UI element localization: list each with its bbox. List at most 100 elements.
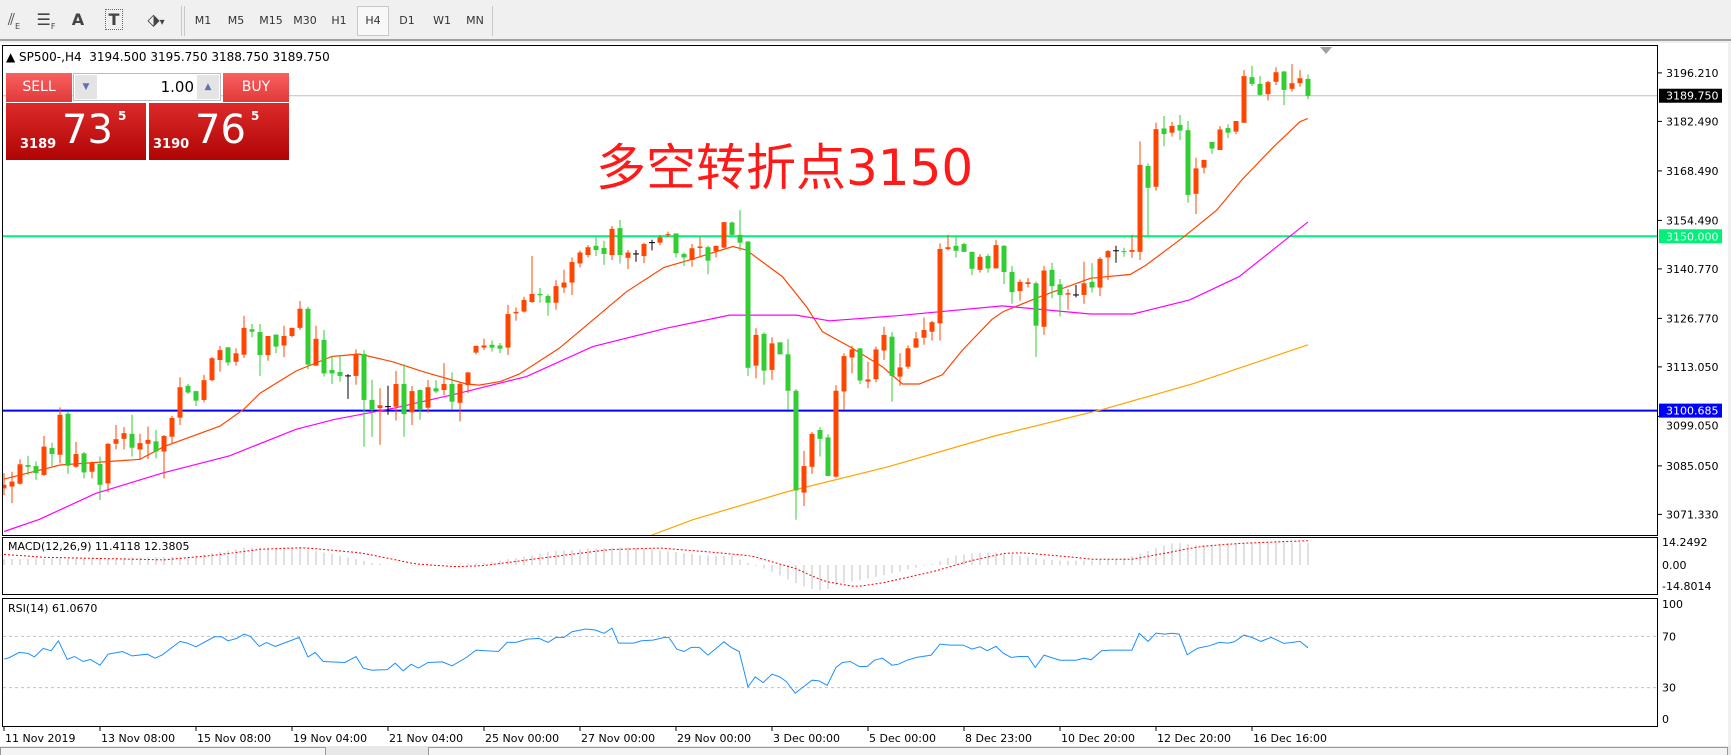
candle <box>433 380 439 394</box>
candle-body <box>601 247 607 254</box>
candle-body <box>689 248 695 260</box>
candle <box>1297 70 1303 87</box>
timeframe-m1[interactable]: M1 <box>194 14 212 27</box>
candle-body <box>833 390 839 477</box>
candle <box>105 443 111 493</box>
candle <box>361 350 367 447</box>
candle-body <box>993 245 999 269</box>
candle <box>777 342 783 355</box>
candle-body <box>201 380 207 400</box>
candle-body <box>1025 282 1031 284</box>
buy-price-big: 3190 <box>153 137 190 152</box>
candle <box>1185 121 1191 203</box>
candle <box>1257 76 1263 96</box>
moving-average-line-3 <box>651 344 1309 535</box>
candle-body <box>337 372 343 376</box>
candle-body <box>801 466 807 493</box>
candle-body <box>1121 251 1127 253</box>
candle-body <box>1257 83 1263 95</box>
chart-title: ▲ SP500-,H4 3194.500 3195.750 3188.750 3… <box>6 50 330 64</box>
timeframe-h1[interactable]: H1 <box>331 14 347 27</box>
y-tick-label: 3196.210 <box>1666 67 1719 80</box>
buy-button[interactable]: BUY <box>223 73 289 103</box>
candle <box>809 432 815 474</box>
candle <box>153 430 159 459</box>
candle <box>1129 234 1135 258</box>
candle <box>353 349 359 385</box>
candle-body <box>553 286 559 303</box>
y-tick-label: 3099.050 <box>1666 420 1719 433</box>
candle <box>561 269 567 293</box>
x-tick-label: 11 Nov 2019 <box>5 732 75 745</box>
volume-input[interactable]: 1.00 <box>160 78 194 96</box>
chart-shift-icon[interactable] <box>1320 47 1332 54</box>
timeframe-h4[interactable]: H4 <box>357 6 389 36</box>
equidistant-channel-icon[interactable]: ⫽E <box>0 8 28 32</box>
timeframe-m30[interactable]: M30 <box>293 14 317 27</box>
candle <box>305 306 311 370</box>
toolbar-separator <box>492 6 493 36</box>
fibonacci-icon[interactable]: ☰F <box>32 8 60 32</box>
timeframe-mn[interactable]: MN <box>466 14 484 27</box>
candle <box>633 250 639 262</box>
text-label-icon[interactable]: T <box>100 8 128 32</box>
candle-body <box>401 384 407 415</box>
candle <box>921 317 927 345</box>
x-tick-label: 21 Nov 04:00 <box>389 732 463 745</box>
candle <box>465 372 471 394</box>
candle <box>1121 247 1127 257</box>
chart-background <box>0 43 1728 746</box>
candle <box>177 377 183 426</box>
chart-annotation-text[interactable]: 多空转折点3150 <box>596 139 974 197</box>
candle-body <box>1273 72 1279 82</box>
candle-body <box>1145 165 1151 188</box>
candle-body <box>457 384 463 403</box>
timeframe-m15[interactable]: M15 <box>259 14 283 27</box>
timeframe-w1[interactable]: W1 <box>433 14 451 27</box>
collapse-triangle-icon[interactable]: ▲ <box>6 50 20 64</box>
sell-button[interactable]: SELL <box>6 73 72 103</box>
text-icon[interactable]: A <box>64 8 92 32</box>
candle <box>385 385 391 415</box>
candle <box>609 226 615 260</box>
candle-body <box>193 391 199 401</box>
candle <box>33 461 39 480</box>
candle <box>857 348 863 385</box>
candle-body <box>329 369 335 374</box>
candle <box>625 250 631 270</box>
candle-body <box>369 399 375 410</box>
candle <box>545 294 551 316</box>
buy-price-main: 76 <box>195 107 246 153</box>
sell-price-button[interactable]: 3189 73 5 <box>6 103 146 160</box>
volume-increase-button[interactable]: ▲ <box>197 75 219 99</box>
timeframe-d1[interactable]: D1 <box>399 14 415 27</box>
candle-body <box>817 430 823 439</box>
candle-body <box>137 443 143 450</box>
candle <box>1033 281 1039 357</box>
macd-tick-label: -14.8014 <box>1662 580 1711 593</box>
timeframe-m5[interactable]: M5 <box>227 14 245 27</box>
candle <box>417 389 423 420</box>
volume-decrease-button[interactable]: ▼ <box>75 75 97 99</box>
chart-tab[interactable] <box>428 747 1728 755</box>
candle-body <box>961 244 967 252</box>
candle-body <box>17 464 23 484</box>
buy-price-button[interactable]: 3190 76 5 <box>149 103 289 160</box>
rsi-label: RSI(14) 61.0670 <box>8 602 97 615</box>
arrows-icon[interactable]: ⬗▾ <box>136 8 176 32</box>
candle-body <box>849 349 855 358</box>
candle <box>761 332 767 385</box>
candle-body <box>529 293 535 303</box>
candle <box>25 455 31 475</box>
candle-body <box>41 446 47 475</box>
price-pane <box>3 64 1658 535</box>
x-tick-label: 29 Nov 00:00 <box>677 732 751 745</box>
toolbar-grip[interactable] <box>181 6 182 36</box>
candle-body <box>9 481 15 487</box>
candle-body <box>1209 141 1215 149</box>
candle <box>529 256 535 303</box>
chart-tab[interactable] <box>0 747 326 755</box>
candle <box>521 296 527 313</box>
candle-body <box>97 463 103 485</box>
